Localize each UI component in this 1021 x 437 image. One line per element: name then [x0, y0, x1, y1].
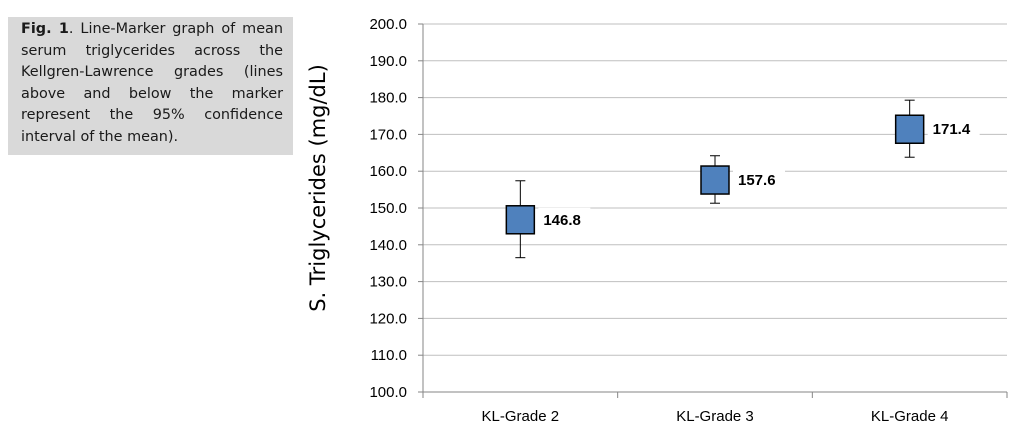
data-label: 157.6 — [738, 172, 776, 189]
x-tick-label: KL-Grade 2 — [482, 408, 560, 425]
x-tick-label: KL-Grade 4 — [871, 408, 949, 425]
x-axis: KL-Grade 2 KL-Grade 3 KL-Grade 4 — [422, 391, 1008, 425]
y-tick-label: 140.0 — [369, 237, 407, 254]
y-axis-label: S. Triglycerides (mg/dL) — [306, 64, 330, 312]
data-label-bg — [733, 168, 785, 193]
data-label: 146.8 — [543, 212, 581, 229]
y-tick-label: 200.0 — [369, 16, 407, 33]
markers — [505, 114, 925, 235]
y-tick-label: 190.0 — [369, 53, 407, 70]
data-marker — [700, 165, 730, 195]
figure-caption: Fig. 1. Line-Marker graph of mean serum … — [8, 17, 293, 155]
caption-text: . Line-Marker graph of mean serum trigly… — [21, 21, 283, 145]
caption-label: Fig. 1 — [21, 21, 69, 37]
data-label-bg — [927, 117, 980, 142]
y-tick-label: 160.0 — [369, 163, 407, 180]
data-label-bg — [538, 207, 591, 232]
x-tick-label: KL-Grade 3 — [676, 408, 754, 425]
y-tick-label: 110.0 — [371, 347, 407, 364]
y-tick-label: 180.0 — [369, 90, 407, 107]
y-tick-label: 130.0 — [369, 274, 407, 291]
data-marker — [894, 114, 925, 144]
y-tick-label: 170.0 — [369, 126, 407, 143]
y-tick-label: 120.0 — [369, 310, 407, 327]
data-labels: 146.8 157.6 171.4 — [538, 117, 980, 232]
y-axis: 100.0 110.0 120.0 130.0 140.0 150.0 160.0 170.0… — [369, 16, 424, 401]
y-tick-label: 100.0 — [369, 384, 407, 401]
y-tick-label: 150.0 — [369, 200, 407, 217]
data-label: 171.4 — [933, 121, 971, 138]
data-marker — [505, 205, 536, 235]
